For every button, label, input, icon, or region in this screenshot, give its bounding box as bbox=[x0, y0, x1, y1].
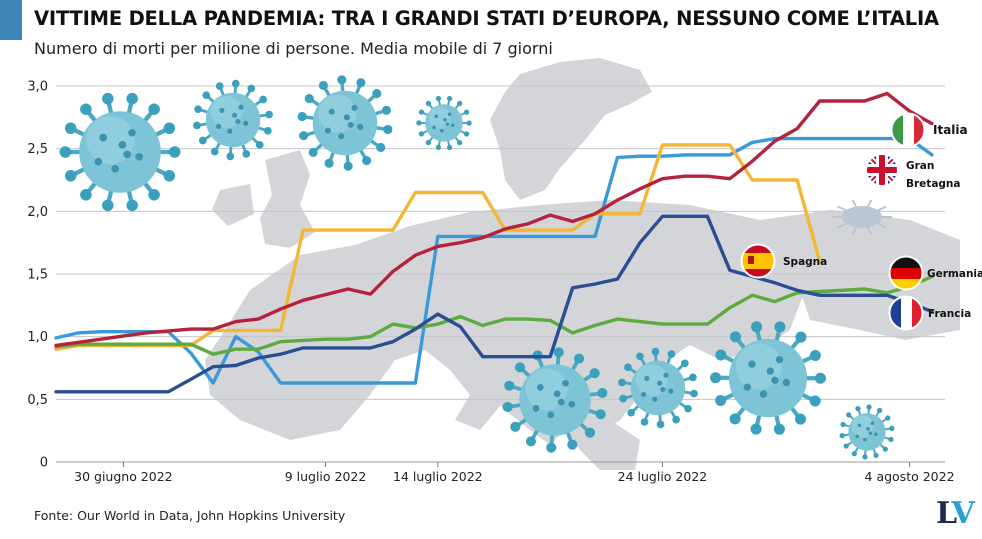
x-tick-label: 9 luglio 2022 bbox=[285, 469, 367, 484]
x-tick-label: 4 agosto 2022 bbox=[865, 469, 955, 484]
virus-icon bbox=[502, 347, 608, 453]
y-tick-label: 0 bbox=[40, 456, 48, 471]
lv-logo: LV bbox=[936, 496, 975, 531]
label-germania: Germania bbox=[927, 268, 982, 280]
label-gran-bretagna-line1: Gran bbox=[906, 160, 934, 172]
chart-subtitle: Numero di morti per milione di persone. … bbox=[34, 39, 553, 58]
map-british-isles bbox=[260, 150, 315, 248]
virus-icon bbox=[59, 92, 181, 212]
country-labels: Italia Gran Bretagna bbox=[740, 112, 982, 331]
y-tick-label: 3,0 bbox=[27, 80, 48, 95]
map-ireland bbox=[212, 184, 254, 226]
series-line-gran-bretagna bbox=[54, 136, 934, 385]
virus-icon bbox=[710, 321, 826, 435]
x-tick-label: 14 luglio 2022 bbox=[393, 469, 483, 484]
y-tick-label: 0,5 bbox=[27, 393, 48, 408]
flag-italia-icon bbox=[890, 112, 926, 148]
y-tick-label: 2,0 bbox=[27, 205, 48, 220]
x-axis: 30 giugno 2022 9 luglio 2022 14 luglio 202… bbox=[74, 462, 955, 484]
virus-icon bbox=[839, 404, 895, 460]
x-tick-label: 30 giugno 2022 bbox=[74, 469, 173, 484]
bacteria-icon bbox=[832, 199, 892, 235]
x-tick-label: 24 luglio 2022 bbox=[618, 469, 708, 484]
flag-gran-bretagna-icon bbox=[865, 153, 899, 187]
flag-germania-icon bbox=[888, 255, 924, 291]
virus-icon bbox=[416, 95, 472, 151]
flag-spagna-icon bbox=[740, 243, 776, 279]
y-tick-label: 1,0 bbox=[27, 330, 48, 345]
map-balkans bbox=[560, 420, 640, 470]
y-tick-label: 1,5 bbox=[27, 268, 48, 283]
y-axis: 0 0,5 1,0 1,5 2,0 2,5 3,0 bbox=[27, 80, 48, 471]
virus-decorations bbox=[59, 75, 895, 460]
series-line-italia bbox=[54, 91, 934, 348]
series-line-francia bbox=[54, 214, 934, 394]
y-tick-label: 2,5 bbox=[27, 142, 48, 157]
virus-icon bbox=[618, 347, 698, 429]
virus-icon bbox=[297, 75, 393, 171]
virus-icon bbox=[193, 79, 273, 161]
map-scandinavia bbox=[490, 58, 652, 200]
label-francia: Francia bbox=[928, 308, 971, 320]
label-spagna: Spagna bbox=[783, 256, 827, 268]
flag-francia-icon bbox=[888, 295, 924, 331]
series-lines bbox=[54, 91, 934, 394]
corner-accent-block bbox=[0, 0, 22, 40]
grid-lines bbox=[56, 85, 945, 463]
series-line-germania bbox=[54, 274, 934, 356]
label-gran-bretagna-line2: Bretagna bbox=[906, 178, 960, 190]
source-note: Fonte: Our World in Data, John Hopkins U… bbox=[34, 508, 346, 523]
label-italia: Italia bbox=[933, 123, 968, 137]
chart-title: VITTIME DELLA PANDEMIA: TRA I GRANDI STA… bbox=[34, 7, 939, 30]
